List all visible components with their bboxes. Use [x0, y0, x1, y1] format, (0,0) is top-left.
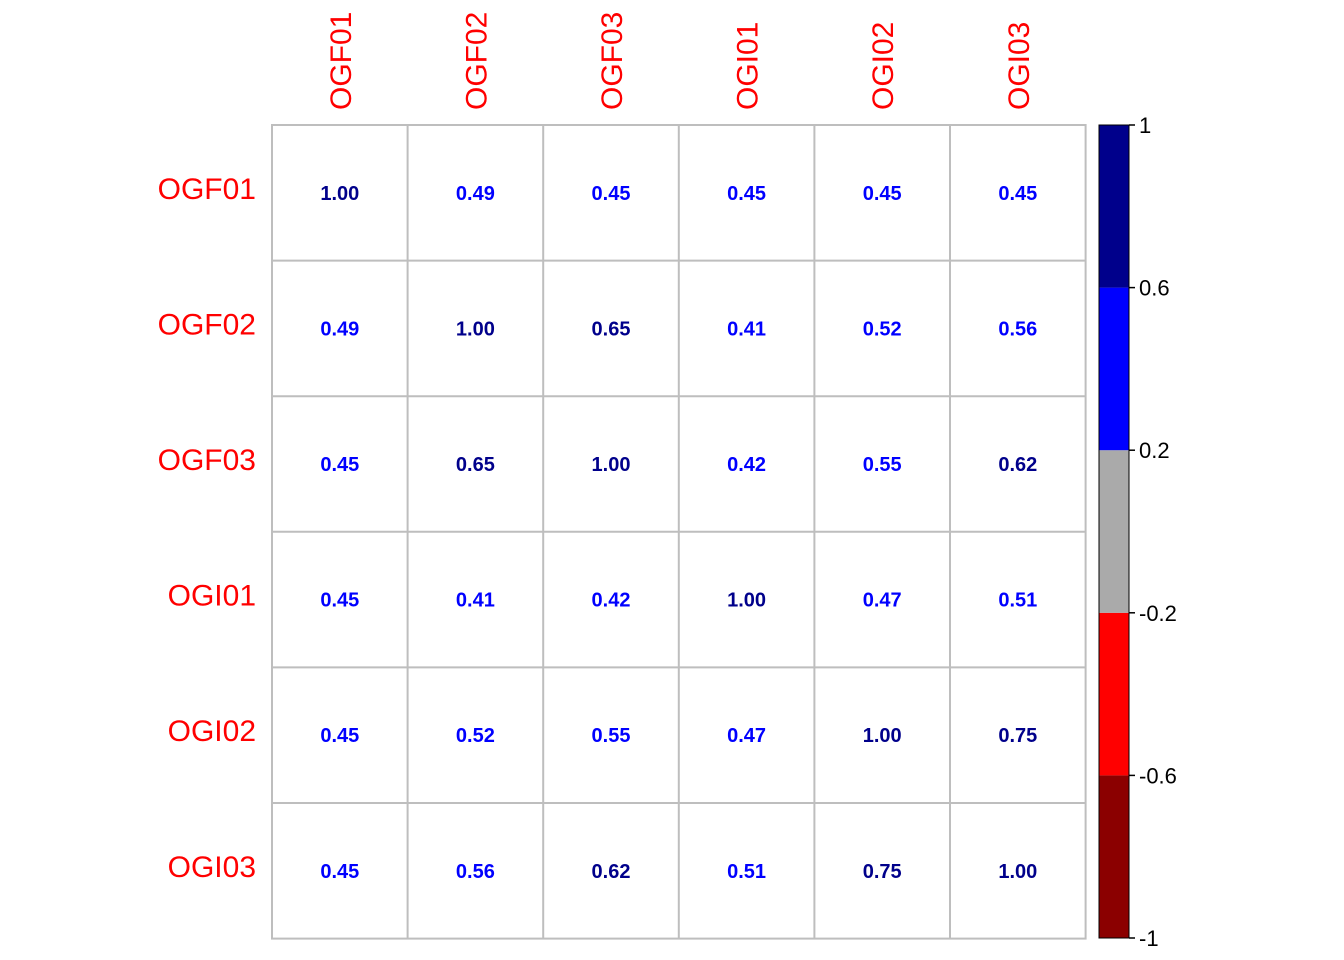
column-label-ogf02: OGF02 [460, 12, 493, 110]
cell-value-ogf01-ogf01: 1.00 [320, 183, 359, 205]
column-labels: OGF01 OGF02 OGF03 OGI01 OGI02 OGI03 [325, 12, 1036, 110]
color-bin-1 [1099, 612, 1129, 776]
cell-value-ogi02-ogi01: 0.47 [727, 725, 766, 747]
row-label-ogf01: OGF01 [158, 173, 256, 206]
cell-value-ogi03-ogi02: 0.75 [863, 861, 902, 883]
row-label-ogi01: OGI01 [168, 580, 256, 613]
color-tick-label: -0.2 [1139, 601, 1177, 626]
cell-value-ogf03-ogf02: 0.65 [456, 454, 495, 476]
row-label-ogi02: OGI02 [168, 715, 256, 748]
cell-value-ogf01-ogf03: 0.45 [592, 183, 631, 205]
cell-value-ogf02-ogi02: 0.52 [863, 318, 902, 340]
cell-value-ogi01-ogi03: 0.51 [998, 590, 1037, 612]
color-tick-label: -0.6 [1139, 763, 1177, 788]
cell-value-ogi01-ogi02: 0.47 [863, 590, 902, 612]
cell-value-ogi01-ogf03: 0.42 [592, 590, 631, 612]
cell-value-ogf02-ogf03: 0.65 [592, 318, 631, 340]
cell-value-ogf01-ogi03: 0.45 [998, 183, 1037, 205]
cell-value-ogf03-ogi02: 0.55 [863, 454, 902, 476]
column-label-ogi02: OGI02 [867, 22, 900, 110]
cell-value-ogi03-ogf03: 0.62 [592, 861, 631, 883]
cell-value-ogi01-ogf02: 0.41 [456, 590, 495, 612]
color-legend: 1 0.6 0.2 -0.2 -0.6 -1 [1098, 113, 1177, 951]
cell-value-ogf02-ogf02: 1.00 [456, 318, 495, 340]
cell-value-ogi03-ogi03: 1.00 [998, 861, 1037, 883]
cell-value-ogf03-ogf03: 1.00 [592, 454, 631, 476]
cell-value-ogi02-ogf03: 0.55 [592, 725, 631, 747]
color-bar-border [1098, 124, 1130, 939]
row-label-ogf03: OGF03 [158, 444, 256, 477]
color-bin-0 [1099, 775, 1129, 938]
cell-value-ogf02-ogi01: 0.41 [727, 318, 766, 340]
grid [271, 124, 1087, 940]
cell-value-ogf02-ogf01: 0.49 [320, 318, 359, 340]
cell-value-ogf01-ogi02: 0.45 [863, 183, 902, 205]
cell-value-ogf02-ogi03: 0.56 [998, 318, 1037, 340]
cell-value-ogf03-ogf01: 0.45 [320, 454, 359, 476]
color-tick-label: 0.6 [1139, 276, 1170, 301]
cell-labels: 1.00 0.49 0.45 0.45 0.45 0.45 0.49 1.00 0.65 0.41… [320, 183, 1037, 883]
cell-value-ogi03-ogf01: 0.45 [320, 861, 359, 883]
color-tick-label: -1 [1139, 926, 1159, 951]
column-label-ogi03: OGI03 [1003, 22, 1036, 110]
cell-value-ogi02-ogi02: 1.00 [863, 725, 902, 747]
color-bin-2 [1099, 450, 1129, 613]
color-bin-3 [1099, 287, 1129, 451]
cell-value-ogi03-ogf02: 0.56 [456, 861, 495, 883]
row-labels: OGF01 OGF02 OGF03 OGI01 OGI02 OGI03 [158, 173, 256, 884]
cell-value-ogf01-ogi01: 0.45 [727, 183, 766, 205]
cell-value-ogi01-ogf01: 0.45 [320, 590, 359, 612]
column-label-ogf01: OGF01 [325, 12, 358, 110]
cell-value-ogf03-ogi01: 0.42 [727, 454, 766, 476]
color-tick-label: 0.2 [1139, 438, 1170, 463]
cell-value-ogf01-ogf02: 0.49 [456, 183, 495, 205]
column-label-ogf03: OGF03 [596, 12, 629, 110]
cell-value-ogi02-ogi03: 0.75 [998, 725, 1037, 747]
cell-value-ogi03-ogi01: 0.51 [727, 861, 766, 883]
column-label-ogi01: OGI01 [732, 22, 765, 110]
row-label-ogi03: OGI03 [168, 851, 256, 884]
cell-value-ogf03-ogi03: 0.62 [998, 454, 1037, 476]
color-tick-label: 1 [1139, 113, 1151, 138]
color-bin-4 [1099, 125, 1129, 288]
cell-value-ogi02-ogf01: 0.45 [320, 725, 359, 747]
row-label-ogf02: OGF02 [158, 308, 256, 341]
cell-value-ogi01-ogi01: 1.00 [727, 590, 766, 612]
cell-value-ogi02-ogf02: 0.52 [456, 725, 495, 747]
